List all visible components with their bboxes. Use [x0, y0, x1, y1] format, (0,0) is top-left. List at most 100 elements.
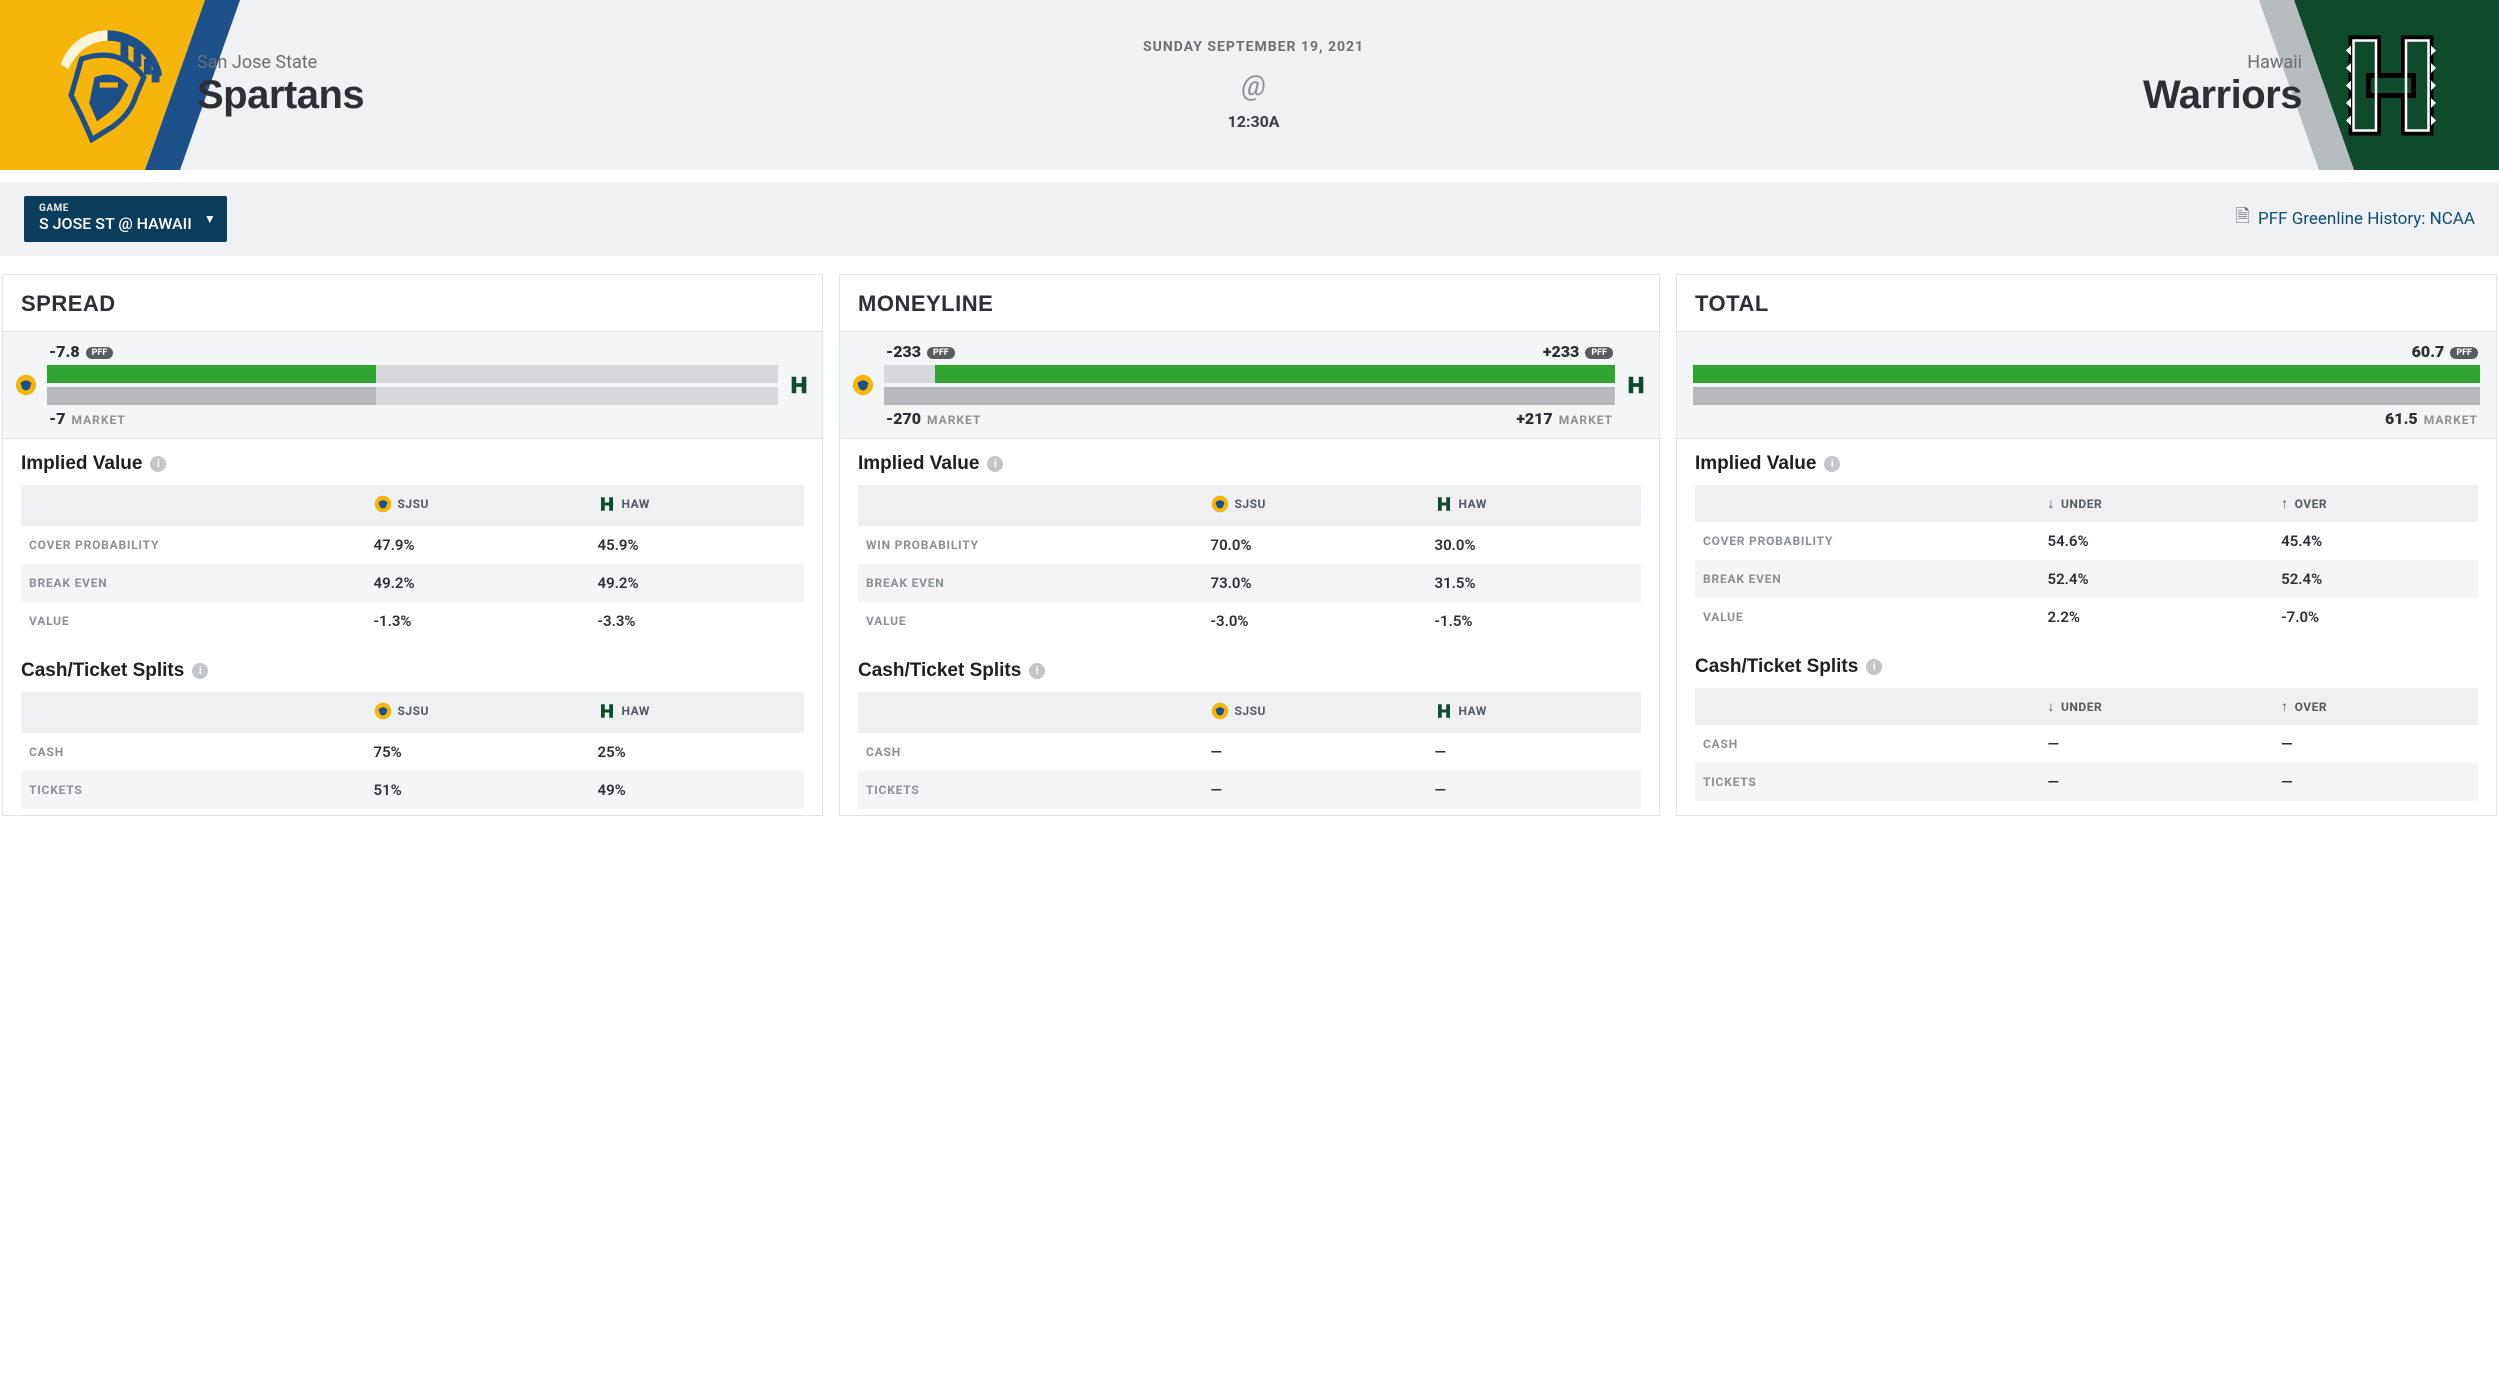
- row-value-a: -3.0%: [1203, 602, 1427, 640]
- game-meta: SUNDAY SEPTEMBER 19, 2021 @ 12:30A: [1143, 39, 1364, 131]
- splits-title: Cash/Ticket Splits: [1695, 656, 1858, 678]
- row-label: VALUE: [1695, 598, 2040, 636]
- table-row: BREAK EVEN49.2%49.2%: [21, 564, 804, 602]
- ml-implied-table: SJSU HAW WIN PROBABILITY70.0%30.0%BREAK …: [858, 485, 1641, 640]
- sjsu-icon: [374, 702, 392, 720]
- row-value-a: 54.6%: [2040, 522, 2274, 560]
- row-value-b: —: [1427, 733, 1642, 771]
- document-icon: 🗎: [2236, 204, 2250, 234]
- game-select-value: S JOSE ST @ HAWAII: [39, 214, 192, 233]
- haw-mini-logo: [1625, 374, 1647, 396]
- sjsu-mini-logo: [15, 374, 37, 396]
- info-icon[interactable]: i: [1824, 456, 1840, 472]
- row-value-a: 75%: [366, 733, 590, 771]
- ml-pff-bar: [884, 365, 1615, 383]
- moneyline-bar-strip: -233PFF +233PFF -270MARKET +217MARKET: [840, 331, 1659, 439]
- total-market-value: 61.5: [2385, 409, 2418, 428]
- info-icon[interactable]: i: [1866, 659, 1882, 675]
- table-row: VALUE-3.0%-1.5%: [858, 602, 1641, 640]
- row-label: VALUE: [858, 602, 1203, 640]
- control-bar: GAME S JOSE ST @ HAWAII ▼ 🗎 PFF Greenlin…: [0, 182, 2499, 256]
- row-value-b: 52.4%: [2273, 560, 2478, 598]
- row-label: CASH: [21, 733, 366, 771]
- info-icon[interactable]: i: [1029, 663, 1045, 679]
- row-value-b: 49%: [590, 771, 805, 809]
- row-value-a: 2.2%: [2040, 598, 2274, 636]
- spread-market-fill: [47, 387, 376, 405]
- info-icon[interactable]: i: [192, 663, 208, 679]
- away-team-name: Spartans: [197, 73, 364, 118]
- spread-pff-value: -7.8: [49, 342, 80, 361]
- table-body: CASH——TICKETS——: [858, 733, 1641, 809]
- row-label: CASH: [858, 733, 1203, 771]
- row-value-b: -7.0%: [2273, 598, 2478, 636]
- spread-market-bar: [47, 387, 778, 405]
- away-team-logo: [40, 20, 175, 150]
- table-row: VALUE2.2%-7.0%: [1695, 598, 2478, 636]
- row-value-b: —: [2273, 725, 2478, 763]
- spread-bar-strip: -7.8PFF -7MARKET: [3, 331, 822, 439]
- game-select-label: GAME: [39, 203, 192, 214]
- row-value-a: —: [2040, 763, 2274, 801]
- spread-implied-table: SJSU HAW COVER PROBABILITY47.9%45.9%BREA…: [21, 485, 804, 640]
- at-symbol: @: [1143, 69, 1364, 102]
- haw-icon: [598, 495, 616, 513]
- ml-splits-table: SJSU HAW CASH——TICKETS——: [858, 692, 1641, 809]
- home-team-name: Warriors: [2143, 73, 2302, 118]
- implied-value-title: Implied Value: [1695, 453, 1816, 475]
- row-label: TICKETS: [21, 771, 366, 809]
- haw-icon: [598, 702, 616, 720]
- arrow-up-icon: ↑: [2281, 495, 2289, 512]
- implied-value-title: Implied Value: [858, 453, 979, 475]
- haw-mini-logo: [788, 374, 810, 396]
- matchup-header: San Jose State Spartans SUNDAY SEPTEMBER…: [0, 0, 2499, 170]
- row-value-b: —: [2273, 763, 2478, 801]
- table-row: COVER PROBABILITY47.9%45.9%: [21, 526, 804, 564]
- table-row: CASH75%25%: [21, 733, 804, 771]
- haw-icon: [1435, 495, 1453, 513]
- row-label: COVER PROBABILITY: [21, 526, 366, 564]
- table-row: COVER PROBABILITY54.6%45.4%: [1695, 522, 2478, 560]
- pff-badge: PFF: [927, 347, 955, 359]
- pff-badge: PFF: [1585, 347, 1613, 359]
- row-label: WIN PROBABILITY: [858, 526, 1203, 564]
- info-icon[interactable]: i: [987, 456, 1003, 472]
- table-row: TICKETS——: [1695, 763, 2478, 801]
- cards-row: SPREAD -7.8PFF -7MARKET: [0, 274, 2499, 816]
- table-body: WIN PROBABILITY70.0%30.0%BREAK EVEN73.0%…: [858, 526, 1641, 640]
- chevron-down-icon: ▼: [204, 212, 216, 226]
- row-value-b: 45.4%: [2273, 522, 2478, 560]
- row-label: BREAK EVEN: [1695, 560, 2040, 598]
- info-icon[interactable]: i: [150, 456, 166, 472]
- row-value-a: 70.0%: [1203, 526, 1427, 564]
- implied-value-title: Implied Value: [21, 453, 142, 475]
- row-label: VALUE: [21, 602, 366, 640]
- total-bar-strip: 60.7PFF 61.5MARKET: [1677, 331, 2496, 439]
- moneyline-card: MONEYLINE -233PFF +233PFF -270MARKET +21…: [839, 274, 1660, 816]
- ml-pff-right: +233: [1543, 342, 1579, 361]
- row-value-b: 49.2%: [590, 564, 805, 602]
- row-value-a: —: [1203, 733, 1427, 771]
- row-value-a: 47.9%: [366, 526, 590, 564]
- greenline-history-link[interactable]: 🗎 PFF Greenline History: NCAA: [2236, 204, 2476, 234]
- home-team-logo: [2324, 20, 2459, 150]
- history-link-label: PFF Greenline History: NCAA: [2258, 209, 2475, 229]
- table-row: TICKETS51%49%: [21, 771, 804, 809]
- total-implied-section: Implied Valuei ↓UNDER ↑OVER COVER PROBAB…: [1677, 439, 2496, 642]
- total-title: TOTAL: [1677, 275, 2496, 331]
- total-market-bar: [1693, 387, 2480, 405]
- total-pff-value: 60.7: [2412, 342, 2445, 361]
- ml-pff-left: -233: [886, 342, 921, 361]
- sjsu-icon: [1211, 702, 1229, 720]
- table-row: WIN PROBABILITY70.0%30.0%: [858, 526, 1641, 564]
- ml-market-right: +217: [1516, 409, 1552, 428]
- market-tag: MARKET: [1559, 413, 1613, 427]
- total-pff-bar: [1693, 365, 2480, 383]
- row-label: COVER PROBABILITY: [1695, 522, 2040, 560]
- home-team-block: Hawaii Warriors: [2143, 20, 2459, 150]
- game-select[interactable]: GAME S JOSE ST @ HAWAII ▼: [24, 196, 227, 242]
- ml-market-fill: [884, 387, 1615, 405]
- row-label: CASH: [1695, 725, 2040, 763]
- home-team-subtitle: Hawaii: [2247, 52, 2302, 73]
- sjsu-icon: [374, 495, 392, 513]
